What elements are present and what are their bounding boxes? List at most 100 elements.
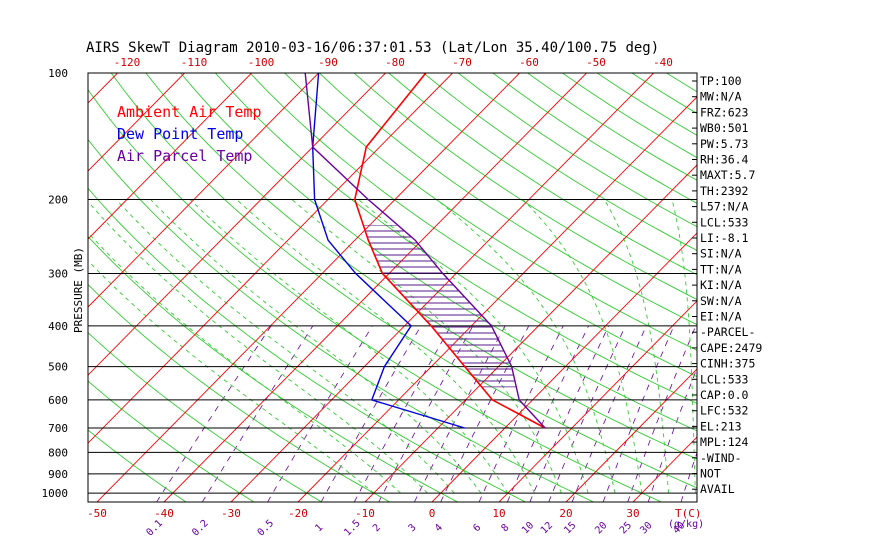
- index-4: PW:5.73: [700, 137, 749, 151]
- mixing-ratio-line-13: [602, 325, 675, 502]
- mixing-ratio-tick-8: 6: [471, 522, 483, 534]
- mixing-ratio-tick-9: 8: [500, 522, 512, 534]
- dry-adiabat-17: [423, 73, 697, 251]
- mixing-ratio-tick-3: 1: [313, 522, 325, 534]
- dry-adiabat-9: [145, 73, 697, 460]
- bottom-temp-tick-6: 10: [492, 507, 505, 520]
- legend: Ambient Air Temp Dew Point Temp Air Parcel…: [117, 103, 262, 165]
- dry-adiabat-0: [88, 429, 187, 502]
- ambient-temp-line: [353, 73, 546, 429]
- moist-adiabat-7: [291, 199, 562, 494]
- mixing-ratio-tick-2: 0.5: [256, 518, 277, 539]
- isotherm-12: [163, 73, 587, 502]
- mixing-ratio-tick-5: 2: [371, 522, 383, 534]
- moist-adiabat-12: [671, 199, 696, 494]
- moist-adiabat-8: [358, 199, 589, 494]
- moist-adiabats: [88, 199, 696, 494]
- isotherm-4: [0, 73, 51, 502]
- isotherm-8: [88, 73, 319, 308]
- index-11: SI:N/A: [700, 247, 742, 261]
- dry-adiabat-8: [110, 73, 697, 489]
- pressure-tick-100: 100: [48, 67, 68, 80]
- index-22: EL:213: [700, 419, 742, 433]
- pressure-tick-200: 200: [48, 193, 68, 206]
- index-7: TH:2392: [700, 184, 748, 198]
- dry-adiabat-19: [492, 73, 697, 204]
- mixing-ratio-tick-1: 0.2: [190, 518, 211, 539]
- isotherm-19: [632, 436, 697, 502]
- cape-hatched-area: [363, 225, 517, 388]
- dry-adiabat-26: [736, 73, 870, 502]
- isotherm-15: [364, 164, 697, 502]
- isotherm-18: [565, 368, 697, 502]
- bottom-temp-tick-7: 20: [559, 507, 572, 520]
- legend-entry-2: Air Parcel Temp: [117, 147, 252, 165]
- chart-title: AIRS SkewT Diagram 2010-03-16/06:37:01.5…: [86, 40, 659, 56]
- dry-adiabat-18: [457, 73, 697, 228]
- top-temp-tick-8: -40: [653, 56, 673, 69]
- top-temp-tick-labels: -120 -110 -100 -90 -80 -70 -60 -50 -40: [114, 56, 673, 69]
- mixing-ratio-tick-11: 12: [539, 520, 555, 536]
- index-21: LFC:532: [700, 404, 748, 418]
- profile-series: [304, 73, 546, 429]
- mixing-ratio-tick-14: 25: [618, 520, 634, 536]
- dry-adiabat-5: [88, 187, 526, 502]
- mixing-ratio-tick-4: 1.5: [342, 518, 363, 539]
- plot-frame: [87, 72, 698, 503]
- legend-entry-1: Dew Point Temp: [117, 125, 243, 143]
- isotherms: [0, 73, 697, 502]
- mixing-ratio-line-11: [548, 325, 626, 502]
- plot-area: [0, 73, 870, 502]
- top-temp-tick-6: -60: [519, 56, 539, 69]
- mixing-ratio-line-14: [627, 325, 697, 502]
- isotherm-9: [88, 73, 386, 376]
- index-3: WB0:501: [700, 121, 749, 135]
- y-axis-label: PRESSURE (MB): [72, 247, 85, 333]
- mixing-ratio-tick-15: 30: [638, 520, 654, 536]
- pressure-tick-1000: 1000: [42, 487, 69, 500]
- moist-adiabat-11: [603, 199, 670, 494]
- dry-adiabat-13: [284, 73, 697, 351]
- pressure-tick-600: 600: [48, 394, 68, 407]
- index-5: RH:36.4: [700, 153, 749, 167]
- index-0: TP:100: [700, 74, 742, 88]
- pressure-tick-500: 500: [48, 361, 68, 374]
- dry-adiabat-3: [88, 283, 390, 502]
- parcel-temp-line: [304, 73, 546, 429]
- index-17: CAPE:2479: [700, 341, 762, 355]
- mixing-ratio-line-10: [529, 325, 610, 502]
- mixing-ratio-line-0: [156, 325, 272, 502]
- dry-adiabats: [88, 73, 870, 502]
- isotherm-5: [88, 73, 118, 104]
- dry-adiabat-16: [388, 73, 697, 276]
- top-temp-tick-7: -50: [586, 56, 606, 69]
- isotherm-6: [88, 73, 185, 172]
- isobars: [88, 73, 697, 494]
- pressure-tick-700: 700: [48, 422, 68, 435]
- index-9: LCL:533: [700, 215, 749, 229]
- mixing-ratio-line-5: [378, 325, 474, 502]
- index-2: FRZ:623: [700, 105, 749, 119]
- isotherm-16: [431, 232, 697, 502]
- mixing-ratio-tick-13: 20: [593, 520, 609, 536]
- isotherm-11: [96, 73, 520, 502]
- index-23: MPL:124: [700, 435, 749, 449]
- bottom-temp-tick-1: -40: [154, 507, 174, 520]
- top-temp-tick-5: -70: [452, 56, 472, 69]
- bottom-temp-tick-4: -10: [355, 507, 375, 520]
- bottom-temp-tick-0: -50: [87, 507, 107, 520]
- mixing-ratio-tick-labels: 0.1 0.2 0.5 1 1.5 2 3 4 6 8 10 12 15 20 25 30 40(g/kg): [144, 518, 704, 539]
- index-15: EI:N/A: [700, 310, 742, 324]
- index-24: -WIND-: [700, 451, 742, 465]
- mixing-ratio-tick-10: 10: [520, 520, 536, 536]
- bottom-temp-tick-8: 30: [626, 507, 639, 520]
- index-10: LI:-8.1: [700, 231, 749, 245]
- mixing-ratio-line-2: [267, 325, 373, 502]
- mixing-ratio-line-12: [571, 325, 647, 502]
- top-temp-tick-1: -110: [181, 56, 208, 69]
- legend-entry-0: Ambient Air Temp: [117, 103, 262, 121]
- dry-adiabat-15: [353, 73, 697, 300]
- isotherm-7: [88, 73, 252, 240]
- mixing-ratio-tick-6: 3: [407, 522, 419, 534]
